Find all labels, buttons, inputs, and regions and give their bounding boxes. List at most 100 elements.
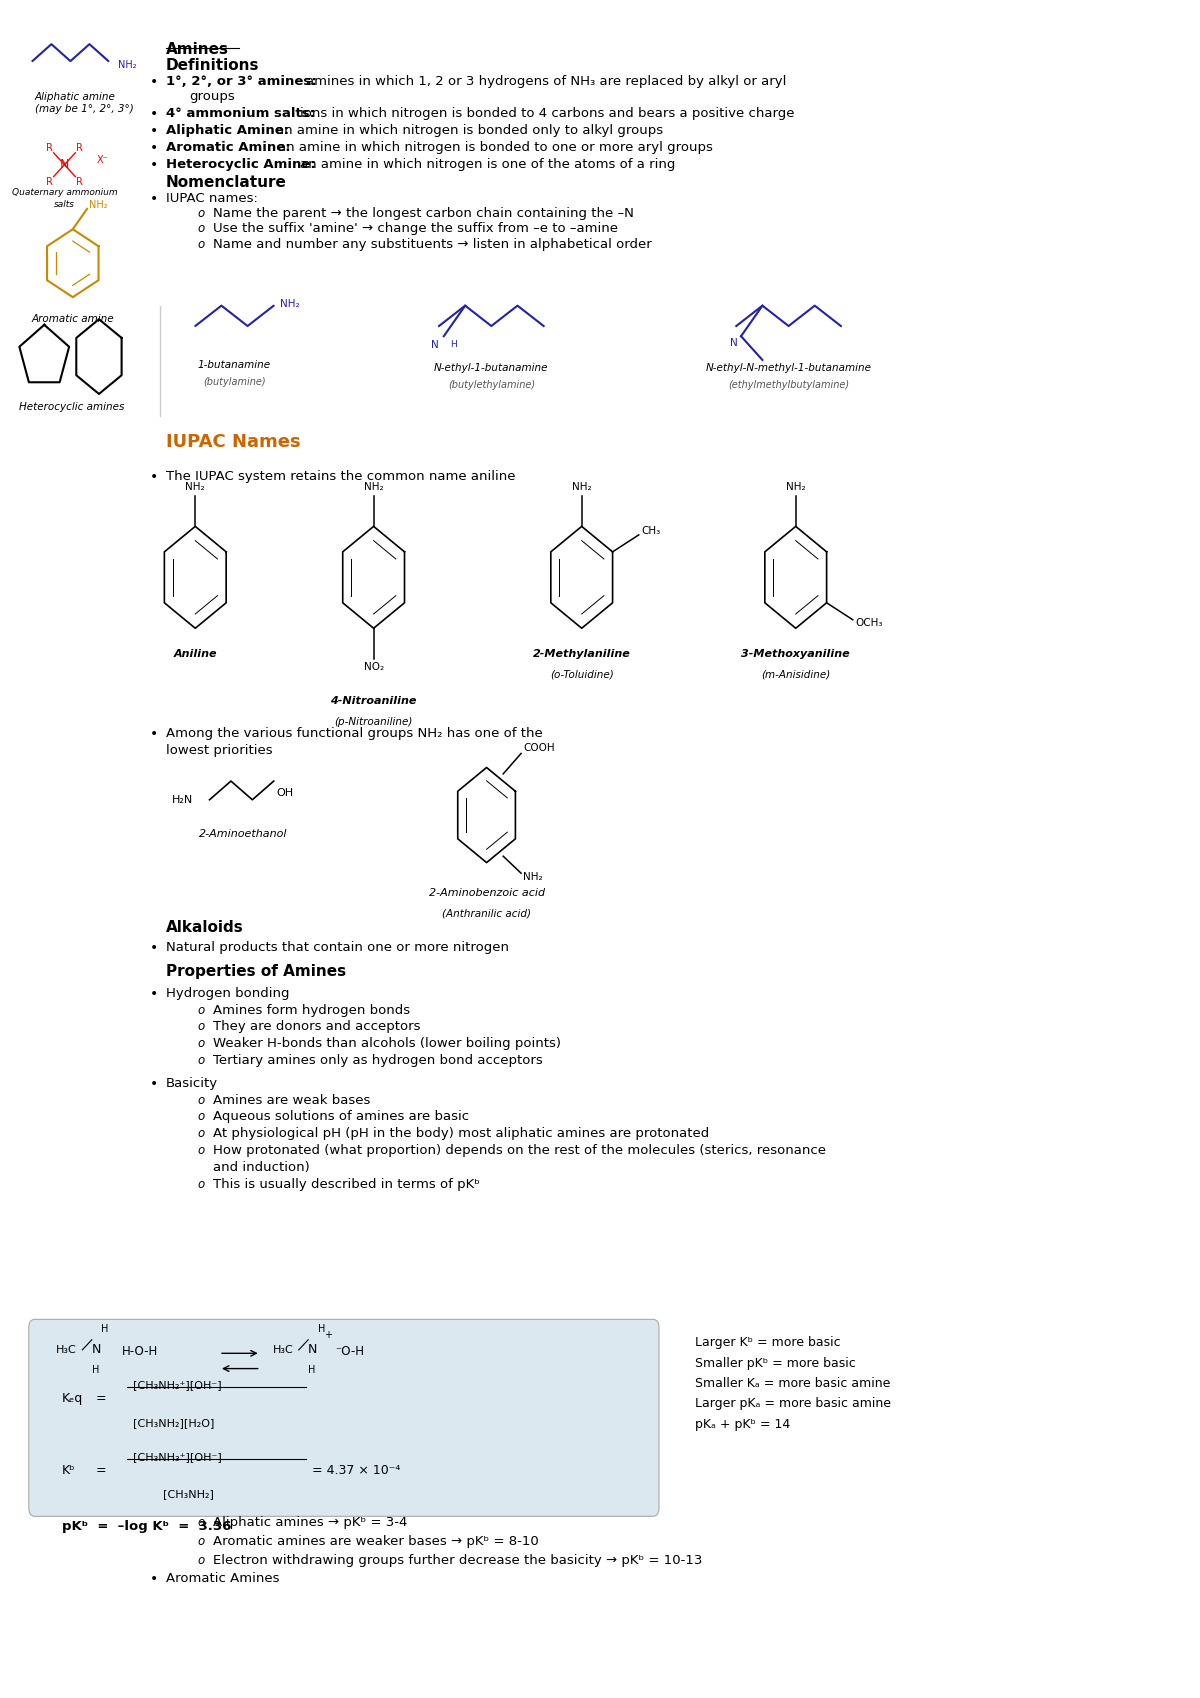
Text: N: N bbox=[730, 338, 738, 348]
Text: X⁻: X⁻ bbox=[96, 155, 108, 165]
Text: Electron withdrawing groups further decrease the basicity → pKᵇ = 10-13: Electron withdrawing groups further decr… bbox=[214, 1554, 702, 1567]
Text: (m-Anisidine): (m-Anisidine) bbox=[761, 669, 830, 679]
Text: o: o bbox=[198, 1178, 205, 1192]
Text: R: R bbox=[77, 177, 83, 187]
Text: Quaternary ammonium: Quaternary ammonium bbox=[12, 188, 118, 197]
Text: •: • bbox=[150, 141, 158, 155]
Text: Natural products that contain one or more nitrogen: Natural products that contain one or mor… bbox=[166, 941, 509, 954]
Text: •: • bbox=[150, 987, 158, 1000]
Text: 4-Nitroaniline: 4-Nitroaniline bbox=[330, 696, 416, 706]
Text: (butylethylamine): (butylethylamine) bbox=[448, 380, 535, 391]
Text: NH₂: NH₂ bbox=[786, 482, 805, 492]
Text: Name the parent → the longest carbon chain containing the –N: Name the parent → the longest carbon cha… bbox=[214, 207, 634, 221]
Text: an amine in which nitrogen is one of the atoms of a ring: an amine in which nitrogen is one of the… bbox=[300, 158, 676, 171]
Text: Amines are weak bases: Amines are weak bases bbox=[214, 1094, 371, 1107]
Text: NO₂: NO₂ bbox=[364, 662, 384, 672]
Text: NH₂: NH₂ bbox=[118, 59, 137, 70]
Text: Aliphatic amines → pKᵇ = 3-4: Aliphatic amines → pKᵇ = 3-4 bbox=[214, 1516, 408, 1530]
Text: H: H bbox=[308, 1365, 316, 1375]
Text: N: N bbox=[60, 158, 70, 171]
Text: 2-Aminoethanol: 2-Aminoethanol bbox=[198, 829, 287, 839]
Text: o: o bbox=[198, 1554, 205, 1567]
Text: o: o bbox=[198, 207, 205, 221]
Text: NH₂: NH₂ bbox=[186, 482, 205, 492]
Text: o: o bbox=[198, 1127, 205, 1141]
Text: OH: OH bbox=[276, 788, 293, 798]
Text: Kᵇ: Kᵇ bbox=[62, 1464, 76, 1477]
Text: IUPAC names:: IUPAC names: bbox=[166, 192, 258, 205]
Text: o: o bbox=[198, 1037, 205, 1051]
Text: Aromatic amines are weaker bases → pKᵇ = 8-10: Aromatic amines are weaker bases → pKᵇ =… bbox=[214, 1535, 539, 1549]
Text: o: o bbox=[198, 1054, 205, 1068]
Text: an amine in which nitrogen is bonded to one or more aryl groups: an amine in which nitrogen is bonded to … bbox=[278, 141, 713, 155]
Text: o: o bbox=[198, 222, 205, 236]
Text: and induction): and induction) bbox=[214, 1161, 310, 1175]
Text: H: H bbox=[101, 1324, 109, 1335]
Text: (o-Toluidine): (o-Toluidine) bbox=[550, 669, 613, 679]
Text: [CH₃NH₂][H₂O]: [CH₃NH₂][H₂O] bbox=[133, 1418, 215, 1428]
Text: H₃C: H₃C bbox=[272, 1345, 293, 1355]
Text: H-O-H: H-O-H bbox=[121, 1345, 157, 1358]
Text: N-ethyl-1-butanamine: N-ethyl-1-butanamine bbox=[434, 363, 548, 374]
Text: = 4.37 × 10⁻⁴: = 4.37 × 10⁻⁴ bbox=[312, 1464, 400, 1477]
Text: Aromatic Amine:: Aromatic Amine: bbox=[166, 141, 295, 155]
Text: Nomenclature: Nomenclature bbox=[166, 175, 287, 190]
Text: Aromatic amine: Aromatic amine bbox=[31, 314, 114, 324]
Text: Properties of Amines: Properties of Amines bbox=[166, 964, 346, 980]
Text: Aromatic Amines: Aromatic Amines bbox=[166, 1572, 280, 1586]
Text: Larger pKₐ = more basic amine: Larger pKₐ = more basic amine bbox=[695, 1397, 890, 1411]
Text: o: o bbox=[198, 1144, 205, 1158]
Text: 4° ammonium salts:: 4° ammonium salts: bbox=[166, 107, 319, 121]
Text: (Anthranilic acid): (Anthranilic acid) bbox=[442, 908, 532, 919]
Text: [CH₃NH₂⁺][OH⁻]: [CH₃NH₂⁺][OH⁻] bbox=[133, 1380, 222, 1391]
Text: NH₂: NH₂ bbox=[90, 200, 108, 211]
Text: [CH₃NH₂]: [CH₃NH₂] bbox=[163, 1489, 214, 1499]
Text: (ethylmethylbutylamine): (ethylmethylbutylamine) bbox=[728, 380, 850, 391]
Text: At physiological pH (pH in the body) most aliphatic amines are protonated: At physiological pH (pH in the body) mos… bbox=[214, 1127, 709, 1141]
Text: [CH₃NH₃⁺][OH⁻]: [CH₃NH₃⁺][OH⁻] bbox=[133, 1452, 222, 1462]
Text: groups: groups bbox=[190, 90, 235, 104]
Text: NH₂: NH₂ bbox=[523, 871, 544, 881]
Text: (butylamine): (butylamine) bbox=[203, 377, 266, 387]
Text: pKᵇ  =  –log Kᵇ  =  3.36: pKᵇ = –log Kᵇ = 3.36 bbox=[62, 1520, 232, 1533]
Text: •: • bbox=[150, 158, 158, 171]
Text: salts: salts bbox=[54, 200, 74, 209]
Text: Aqueous solutions of amines are basic: Aqueous solutions of amines are basic bbox=[214, 1110, 469, 1124]
Text: H₃C: H₃C bbox=[56, 1345, 77, 1355]
Text: Smaller Kₐ = more basic amine: Smaller Kₐ = more basic amine bbox=[695, 1377, 890, 1391]
Text: Among the various functional groups NH₂ has one of the: Among the various functional groups NH₂ … bbox=[166, 727, 542, 740]
Text: Basicity: Basicity bbox=[166, 1077, 217, 1090]
Text: •: • bbox=[150, 470, 158, 484]
Text: Heterocyclic Amine:: Heterocyclic Amine: bbox=[166, 158, 320, 171]
Text: Weaker H-bonds than alcohols (lower boiling points): Weaker H-bonds than alcohols (lower boil… bbox=[214, 1037, 562, 1051]
Text: •: • bbox=[150, 1572, 158, 1586]
Text: Aliphatic amine: Aliphatic amine bbox=[35, 92, 115, 102]
Text: o: o bbox=[198, 1110, 205, 1124]
Text: •: • bbox=[150, 727, 158, 740]
Text: =: = bbox=[92, 1464, 107, 1477]
Text: R: R bbox=[46, 143, 53, 153]
Text: lowest priorities: lowest priorities bbox=[166, 744, 272, 757]
Text: NH₂: NH₂ bbox=[280, 299, 299, 309]
Text: This is usually described in terms of pKᵇ: This is usually described in terms of pK… bbox=[214, 1178, 480, 1192]
Text: Tertiary amines only as hydrogen bond acceptors: Tertiary amines only as hydrogen bond ac… bbox=[214, 1054, 542, 1068]
Text: N: N bbox=[431, 340, 439, 350]
Text: H: H bbox=[318, 1324, 325, 1335]
Text: 1°, 2°, or 3° amines:: 1°, 2°, or 3° amines: bbox=[166, 75, 320, 88]
Text: +: + bbox=[324, 1330, 331, 1340]
Text: OCH₃: OCH₃ bbox=[856, 618, 883, 628]
Text: Larger Kᵇ = more basic: Larger Kᵇ = more basic bbox=[695, 1336, 840, 1350]
Text: •: • bbox=[150, 941, 158, 954]
Text: H₂N: H₂N bbox=[172, 795, 193, 805]
Text: 2-Aminobenzoic acid: 2-Aminobenzoic acid bbox=[428, 888, 545, 898]
Text: o: o bbox=[198, 1094, 205, 1107]
Text: o: o bbox=[198, 1516, 205, 1530]
Text: pKₐ + pKᵇ = 14: pKₐ + pKᵇ = 14 bbox=[695, 1418, 790, 1431]
Text: Use the suffix 'amine' → change the suffix from –e to –amine: Use the suffix 'amine' → change the suff… bbox=[214, 222, 618, 236]
Text: Name and number any substituents → listen in alphabetical order: Name and number any substituents → liste… bbox=[214, 238, 652, 251]
Text: R: R bbox=[77, 143, 83, 153]
Text: NH₂: NH₂ bbox=[364, 482, 384, 492]
Text: NH₂: NH₂ bbox=[572, 482, 592, 492]
Text: Aliphatic Amine:: Aliphatic Amine: bbox=[166, 124, 293, 138]
Text: •: • bbox=[150, 107, 158, 121]
